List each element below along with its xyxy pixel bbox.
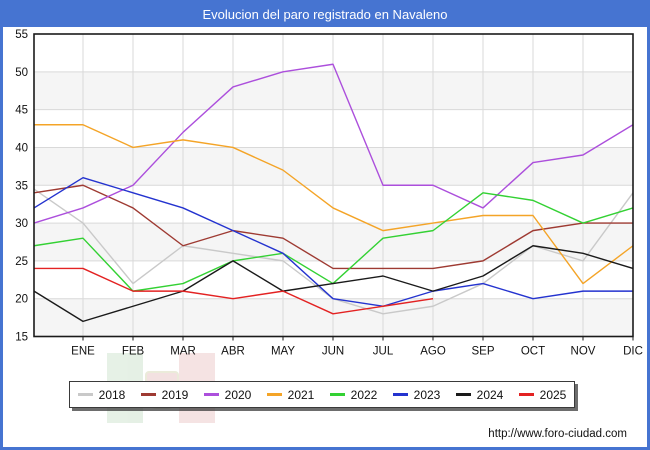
legend-item-2019: 2019 [140,387,189,402]
y-tick-label: 15 [15,332,28,344]
legend-label-2023: 2023 [413,387,441,402]
legend-swatch-2018 [77,393,93,396]
legend-label-2022: 2022 [350,387,378,402]
y-tick-label: 45 [15,105,28,117]
y-tick-label: 40 [15,142,28,154]
series-line-2020 [33,63,634,224]
legend-label-2021: 2021 [287,387,315,402]
x-tick-label-sep: SEP [471,346,494,358]
legend-label-2019: 2019 [161,387,189,402]
footer-link[interactable]: http://www.foro-ciudad.com [488,428,627,440]
legend-swatch-2021 [266,393,282,396]
series-line-2019 [33,184,633,270]
legend-item-2022: 2022 [329,387,378,402]
x-tick-label-ago: AGO [420,346,446,358]
legend-item-2024: 2024 [455,387,504,402]
legend-swatch-2025 [518,393,534,396]
legend-item-2018: 2018 [77,387,126,402]
y-tick-label: 35 [15,180,28,192]
legend-label-2024: 2024 [476,387,504,402]
legend-swatch-2019 [140,393,156,396]
x-tick-label-feb: FEB [122,346,145,358]
chart-title: Evolucion del paro registrado en Navalen… [3,3,647,27]
legend-item-2021: 2021 [266,387,315,402]
legend-label-2018: 2018 [98,387,126,402]
legend-swatch-2022 [329,393,345,396]
y-tick-label: 55 [15,29,28,41]
x-tick-label-jul: JUL [373,346,394,358]
x-tick-label-oct: OCT [521,346,545,358]
series-line-2024 [33,245,634,323]
legend-label-2025: 2025 [539,387,567,402]
series-line-2025 [34,267,434,315]
legend-item-2025: 2025 [518,387,567,402]
legend-swatch-2020 [203,393,219,396]
y-tick-label: 50 [15,67,28,79]
y-tick-label: 30 [15,218,28,230]
x-tick-label-dic: DIC [623,346,643,358]
x-tick-label-mar: MAR [170,346,196,358]
series-line-2023 [33,176,633,307]
x-tick-label-nov: NOV [571,346,596,358]
x-tick-label-abr: ABR [221,346,245,358]
x-tick-label-ene: ENE [71,346,95,358]
y-tick-label: 25 [15,256,28,268]
x-tick-label-jun: JUN [322,346,344,358]
series-line-2021 [34,124,634,285]
y-tick-label: 20 [15,294,28,306]
x-tick-label-may: MAY [271,346,295,358]
legend-item-2020: 2020 [203,387,252,402]
chart-legend: 2018 2019 2020 2021 2022 2023 2024 2025 [69,381,575,408]
legend-item-2023: 2023 [392,387,441,402]
legend-swatch-2023 [392,393,408,396]
legend-label-2020: 2020 [224,387,252,402]
line-chart: 15 20 25 30 35 40 45 50 55 ENE FEB MAR ABR MAY JUN JUL A… [15,29,643,358]
legend-swatch-2024 [455,393,471,396]
